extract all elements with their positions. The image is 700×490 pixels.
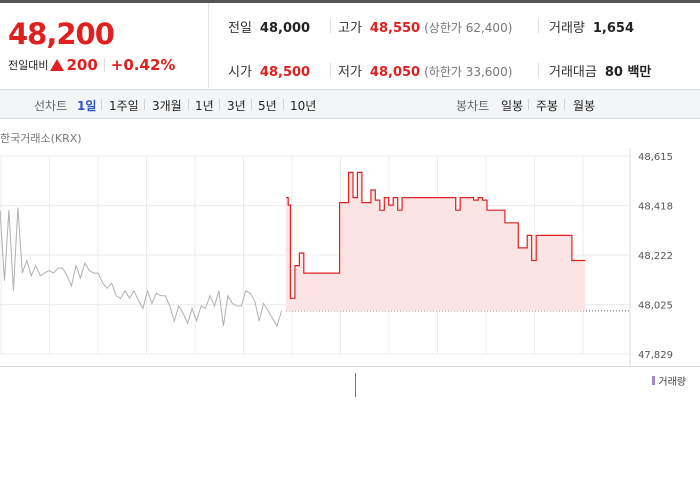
y-tick-label: 48,418 xyxy=(638,202,673,213)
volume-legend: 거래량 xyxy=(652,373,686,388)
volume-swatch xyxy=(652,376,656,385)
stat-value: 48,000 xyxy=(259,21,311,36)
divider xyxy=(144,99,145,110)
exchange-label: 한국거래소(KRX) xyxy=(0,132,82,145)
stat-label: 거래량 xyxy=(549,21,585,36)
y-tick-label: 48,025 xyxy=(638,301,673,312)
line-chart-label: 선차트 xyxy=(34,99,68,113)
stat-value: 48,050 xyxy=(369,65,421,80)
change-row: 전일대비 200 +0.42% xyxy=(8,56,175,74)
stat-label: 시가 xyxy=(228,65,252,80)
period-1w[interactable]: 1주일 xyxy=(109,99,139,113)
stat-label: 저가 xyxy=(338,65,362,80)
intraday-price-chart: 48,615 48,418 48,222 48,025 47,829 xyxy=(0,148,673,366)
stat-low: 저가 48,050 (하한가 33,600) xyxy=(338,61,512,80)
stat-value: 1,654 xyxy=(592,21,635,36)
stat-value: 80 백만 xyxy=(604,65,652,80)
divider xyxy=(208,3,209,88)
period-1y[interactable]: 1년 xyxy=(195,99,214,113)
stat-upper-limit: (상한가 62,400) xyxy=(424,21,513,35)
candle-chart-label: 봉차트 xyxy=(456,99,490,113)
divider xyxy=(528,99,529,110)
today-price-line xyxy=(286,171,586,299)
divider xyxy=(101,99,102,110)
divider xyxy=(251,99,252,110)
candle-weekly[interactable]: 주봉 xyxy=(536,99,559,113)
stat-volume: 거래량 1,654 xyxy=(549,17,634,36)
change-value: 200 xyxy=(66,56,98,74)
stat-high: 고가 48,550 (상한가 62,400) xyxy=(338,17,512,36)
candle-monthly[interactable]: 월봉 xyxy=(573,99,596,113)
chart-period-nav: 선차트 1일 1주일 3개월 1년 3년 5년 10년 봉차트 일봉 주봉 월봉 xyxy=(0,89,700,119)
stat-open: 시가 48,500 xyxy=(228,61,310,80)
divider xyxy=(538,19,539,33)
stat-lower-limit: (하한가 33,600) xyxy=(424,65,513,79)
divider xyxy=(330,63,331,77)
period-1d[interactable]: 1일 xyxy=(77,99,97,113)
divider xyxy=(219,99,220,110)
stat-amount: 거래대금 80 백만 xyxy=(549,61,651,80)
candle-daily[interactable]: 일봉 xyxy=(501,99,524,113)
stat-value: 48,550 xyxy=(369,21,421,36)
volume-legend-label: 거래량 xyxy=(658,377,686,388)
change-percent: +0.42% xyxy=(110,56,176,74)
stat-value: 48,500 xyxy=(259,65,311,80)
divider xyxy=(188,99,189,110)
stat-prev: 전일 48,000 xyxy=(228,17,310,36)
y-tick-label: 48,222 xyxy=(638,251,673,262)
today-area-fill xyxy=(286,172,586,311)
stat-label: 거래대금 xyxy=(549,65,597,80)
prev-day-line xyxy=(0,207,282,328)
up-arrow-icon xyxy=(50,59,65,71)
volume-bar xyxy=(355,373,356,397)
current-price: 48,200 xyxy=(8,17,115,51)
period-10y[interactable]: 10년 xyxy=(290,99,317,113)
y-tick-label: 47,829 xyxy=(638,350,673,361)
divider xyxy=(538,63,539,77)
price-summary: 48,200 전일대비 200 +0.42% 전일 48,000 고가 48,5… xyxy=(0,0,700,88)
period-3m[interactable]: 3개월 xyxy=(152,99,182,113)
volume-chart xyxy=(0,366,700,397)
period-5y[interactable]: 5년 xyxy=(258,99,277,113)
stat-label: 전일 xyxy=(228,21,252,36)
y-tick-label: 48,615 xyxy=(638,152,673,163)
stat-label: 고가 xyxy=(338,21,362,36)
divider xyxy=(564,99,565,110)
change-label: 전일대비 xyxy=(8,59,49,72)
divider xyxy=(283,99,284,110)
divider xyxy=(330,19,331,33)
divider xyxy=(103,58,105,72)
period-3y[interactable]: 3년 xyxy=(227,99,246,113)
